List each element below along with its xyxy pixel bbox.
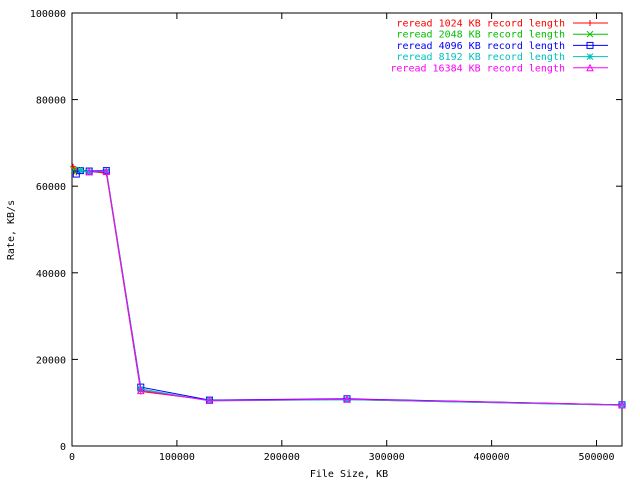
series-group xyxy=(70,163,626,409)
x-axis-label: File Size, KB xyxy=(310,469,388,480)
series-5 xyxy=(85,167,626,409)
series-3 xyxy=(72,167,626,409)
x-tick-label: 200000 xyxy=(264,452,300,463)
y-tick-label: 40000 xyxy=(36,269,66,280)
axes xyxy=(71,12,623,447)
data-point xyxy=(85,167,93,176)
x-tick-label: 300000 xyxy=(369,452,405,463)
legend-label: reread 2048 KB record length xyxy=(396,30,565,41)
x-tick-label: 0 xyxy=(69,452,75,463)
y-tick-label: 100000 xyxy=(30,9,66,20)
legend-label: reread 16384 KB record length xyxy=(390,63,565,74)
legend-marker xyxy=(586,30,594,38)
legend-label: reread 8192 KB record length xyxy=(396,52,565,63)
series-line xyxy=(75,170,623,406)
series-line xyxy=(80,169,623,406)
legend-label: reread 4096 KB record length xyxy=(396,41,565,52)
series-line xyxy=(72,166,623,406)
x-tick-label: 500000 xyxy=(578,452,614,463)
legend-marker xyxy=(587,20,593,26)
legend-marker xyxy=(586,63,594,72)
y-tick-label: 60000 xyxy=(36,182,66,193)
y-axis-label: Rate, KB/s xyxy=(6,200,17,260)
data-point xyxy=(77,166,84,174)
data-point xyxy=(343,395,351,403)
data-point xyxy=(136,386,145,395)
data-point xyxy=(102,167,111,175)
series-4 xyxy=(77,166,626,409)
y-tick-label: 80000 xyxy=(36,96,66,107)
series-1 xyxy=(70,163,625,408)
data-point xyxy=(618,400,626,409)
y-tick-label: 0 xyxy=(60,442,66,453)
x-tick-label: 400000 xyxy=(474,452,510,463)
data-point xyxy=(618,401,626,409)
series-line xyxy=(89,170,623,406)
x-tick-label: 100000 xyxy=(159,452,195,463)
series-2 xyxy=(70,166,626,409)
data-point xyxy=(205,396,214,405)
legend-marker xyxy=(586,41,594,49)
series-line xyxy=(73,169,623,406)
tick-labels: 0 100000 200000 300000 400000 500000 0 20000 400… xyxy=(30,9,615,463)
data-point xyxy=(85,168,93,176)
legend-marker xyxy=(586,53,594,60)
y-tick-label: 20000 xyxy=(36,355,66,366)
plot-frame xyxy=(71,12,623,447)
legend-label: reread 1024 KB record length xyxy=(396,19,565,30)
